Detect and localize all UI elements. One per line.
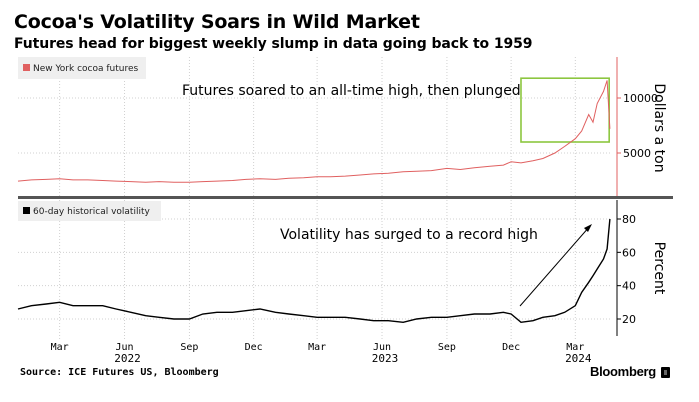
x-tick-label: Sep: [180, 342, 198, 353]
y-axis-label-volatility: Percent: [651, 242, 667, 295]
y-tick-label-volatility: 20: [622, 313, 636, 326]
y-axis-label-futures: Dollars a ton: [651, 83, 667, 172]
annotation-volatility: Volatility has surged to a record high: [280, 227, 538, 243]
y-ticks-futures: 5000 10000: [617, 92, 658, 160]
annotation-arrowhead-icon: [584, 224, 592, 232]
x-tick-label: Dec: [502, 342, 520, 353]
y-tick-label-futures: 5000: [623, 147, 651, 160]
x-year-label: 2024: [565, 352, 592, 365]
legend-volatility-label: 60-day historical volatility: [33, 207, 150, 217]
y-tick-label-volatility: 40: [622, 280, 636, 293]
brand-logo: Bloomberg: [590, 364, 656, 379]
y-ticks-volatility: 20 40 60 80: [617, 213, 636, 326]
x-tick-label: Mar: [51, 342, 69, 353]
annotation-futures: Futures soared to an all-time high, then…: [182, 83, 521, 99]
series-volatility-line: [17, 218, 611, 324]
legend-futures-swatch: [23, 64, 30, 71]
y-tick-label-volatility: 80: [622, 213, 636, 226]
x-tick-label: Sep: [438, 342, 456, 353]
chart-subtitle: Futures head for biggest weekly slump in…: [14, 36, 533, 52]
x-year-label: 2022: [114, 352, 141, 365]
source-note: Source: ICE Futures US, Bloomberg: [20, 367, 219, 378]
legend-volatility-swatch: [23, 207, 30, 214]
x-tick-label: Dec: [245, 342, 263, 353]
chart-title: Cocoa's Volatility Soars in Wild Market: [14, 11, 420, 33]
x-tick-label: Jun: [115, 342, 133, 353]
series-futures-line: [17, 80, 611, 183]
x-tick-label: Mar: [566, 342, 584, 353]
legend-futures-box: [18, 57, 146, 79]
x-tick-label: Jun: [373, 342, 391, 353]
legend-volatility-box: [18, 201, 161, 221]
legend-futures-label: New York cocoa futures: [33, 64, 139, 74]
annotation-arrow-line: [519, 225, 591, 307]
panel-divider: [18, 196, 673, 199]
gridlines: [18, 57, 612, 340]
y-tick-label-volatility: 60: [622, 246, 636, 259]
x-year-label: 2023: [372, 352, 399, 365]
x-tick-label: Mar: [308, 342, 326, 353]
y-tick-label-futures: 10000: [623, 92, 658, 105]
x-axis: Mar Jun Sep Dec Mar Jun Sep Dec Mar 2022 2023 2024: [51, 342, 592, 365]
bloomberg-terminal-icon: [661, 367, 670, 378]
